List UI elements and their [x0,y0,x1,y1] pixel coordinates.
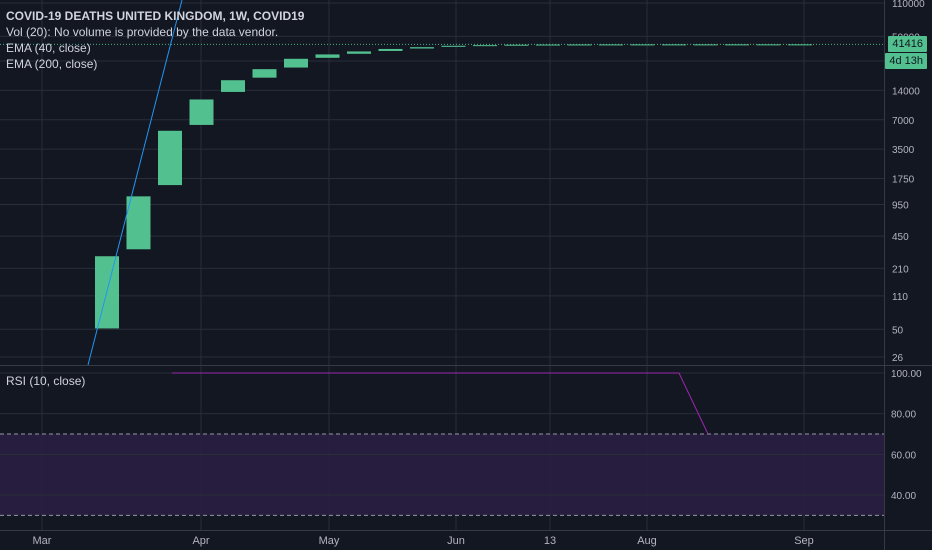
candle-14 [504,44,529,46]
candle-21 [725,44,749,46]
candle-7 [284,58,308,68]
candle-23 [788,44,812,46]
candle-19 [662,44,686,46]
price-tick-label: 950 [892,200,909,211]
price-tick-label: 26 [892,353,904,364]
candle-16 [567,44,592,46]
price-tick-label: 50 [892,325,904,336]
candle-15 [536,44,560,46]
price-tick-label: 1750 [892,175,915,186]
candle-2 [126,196,151,250]
last-price-tag: 41416 [888,36,927,52]
candle-11 [410,47,434,49]
price-tick-label: 3500 [892,145,915,156]
rsi-tick-label: 40.00 [891,491,916,502]
rsi-tick-label: 100.00 [891,369,922,380]
candle-22 [756,44,781,46]
bar-countdown-tag: 4d 13h [885,53,927,69]
price-tick-label: 7000 [892,116,915,127]
rsi-tick-label: 60.00 [891,450,916,461]
ema40-legend[interactable]: EMA (40, close) [6,41,91,55]
price-tick-label: 210 [892,264,909,275]
candle-8 [315,54,340,58]
price-tick-label: 110 [892,292,908,303]
candle-10 [378,48,403,51]
candle-18 [630,44,655,46]
candle-4 [189,99,214,125]
ema-line [87,0,183,366]
candle-20 [693,44,718,46]
candle-3 [158,130,182,186]
ema200-legend[interactable]: EMA (200, close) [6,57,98,71]
rsi-line [172,372,709,435]
price-tick-label: 450 [892,232,909,243]
chart-title: COVID-19 DEATHS UNITED KINGDOM, 1W, COVI… [6,9,305,23]
candle-13 [473,45,497,47]
price-tick-label: 14000 [892,86,920,97]
time-tick-label: Mar [33,535,52,547]
time-tick-label: 13 [544,535,556,547]
candle-17 [599,44,623,46]
volume-legend[interactable]: Vol (20): No volume is provided by the d… [6,25,279,39]
time-tick-label: Jun [447,535,465,547]
rsi-tick-label: 80.00 [891,410,916,421]
rsi-legend[interactable]: RSI (10, close) [6,374,86,388]
rsi-band [0,434,884,516]
candle-9 [347,51,371,54]
time-tick-label: Aug [637,535,657,547]
time-tick-label: Sep [794,535,814,547]
price-tick-label: 110000 [892,0,925,10]
candle-6 [252,69,277,78]
time-tick-label: Apr [192,535,209,547]
candle-5 [221,80,245,92]
candle-12 [441,45,466,47]
time-tick-label: May [319,535,340,547]
